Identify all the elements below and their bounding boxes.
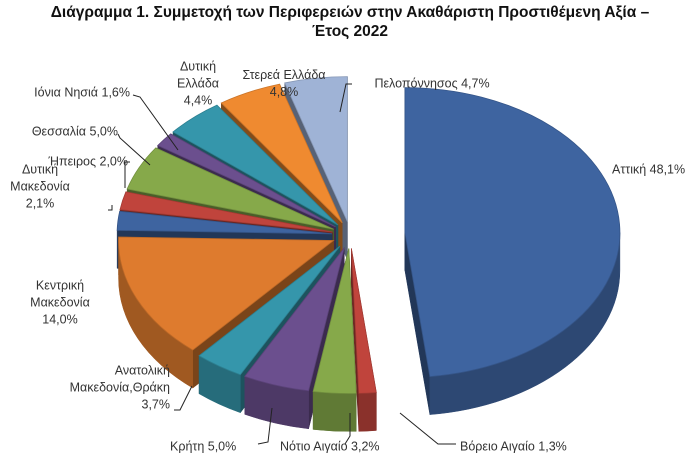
pie-slice-1 — [350, 248, 377, 432]
chart-title-line-1: Διάγραμμα 1. Συμμετοχή των Περιφερειών σ… — [50, 4, 650, 21]
pie-slice-top — [220, 83, 343, 224]
slice-label-10-line-1: Ελλάδα — [177, 76, 219, 90]
pie-slice-top — [172, 104, 339, 226]
pie-slice-side — [358, 392, 377, 432]
leader-line-4 — [174, 385, 193, 411]
slice-label-12-line-0: Πελοπόννησος 4,7% — [374, 76, 489, 90]
slice-label-4-line-1: Μακεδονία,Θράκη — [70, 380, 170, 394]
leader-line-8 — [117, 133, 151, 166]
pie-slice-2 — [312, 248, 357, 432]
slice-label-10-line-2: 4,4% — [184, 93, 213, 107]
pie-slice-top — [126, 147, 334, 230]
leader-line-9 — [132, 94, 179, 151]
slice-label-0-line-0: Αττική 48,1% — [612, 162, 685, 176]
pie-slice-top — [244, 247, 345, 392]
pie-slice-top — [119, 191, 333, 233]
slice-label-6-line-0: Δυτική — [22, 162, 58, 176]
slice-label-4-line-2: 3,7% — [142, 397, 171, 411]
slice-label-11-line-1: 4,8% — [270, 85, 299, 99]
leader-line-6 — [108, 205, 113, 211]
pie-slice-top — [404, 87, 621, 378]
pie-slice-top — [284, 76, 348, 222]
pie-slice-top — [350, 248, 377, 394]
leader-line-12 — [339, 83, 352, 113]
leader-line-1 — [399, 412, 456, 445]
leader-line-3 — [257, 407, 273, 445]
pie-slice-top — [198, 245, 341, 376]
chart-title-line-2: Έτος 2022 — [311, 23, 389, 40]
leader-line-7 — [124, 161, 130, 188]
slice-label-7-line-0: Ήπειρος 2,0% — [48, 154, 129, 168]
pie-slice-top — [118, 236, 335, 351]
slice-label-2-line-0: Νότιο Αιγαίο 3,2% — [280, 439, 380, 453]
slice-label-1-line-0: Βόρειο Αιγαίο 1,3% — [460, 439, 567, 453]
slice-label-4-line-0: Ανατολική — [115, 363, 170, 377]
pie-slice-top — [312, 248, 357, 394]
pie-slice-top — [156, 133, 336, 228]
leader-line-2 — [344, 413, 351, 445]
slice-label-5-line-1: Μακεδονία — [30, 295, 90, 309]
slice-label-5-line-0: Κεντρική — [36, 278, 84, 292]
slice-label-11-line-0: Στερεά Ελλάδα — [242, 68, 325, 82]
slice-label-3-line-0: Κρήτη 5,0% — [170, 439, 236, 453]
slice-label-8-line-0: Θεσσαλία 5,0% — [32, 124, 118, 138]
pie-slice-top — [116, 210, 333, 235]
slice-label-5-line-2: 14,0% — [42, 312, 77, 326]
slice-label-6-line-2: 2,1% — [26, 196, 55, 210]
slice-label-6-line-1: Μακεδονία — [10, 179, 70, 193]
slice-label-9-line-0: Ιόνια Νησιά 1,6% — [34, 85, 130, 99]
pie-slice-0 — [404, 87, 621, 415]
slice-label-10-line-0: Δυτική — [180, 59, 216, 73]
